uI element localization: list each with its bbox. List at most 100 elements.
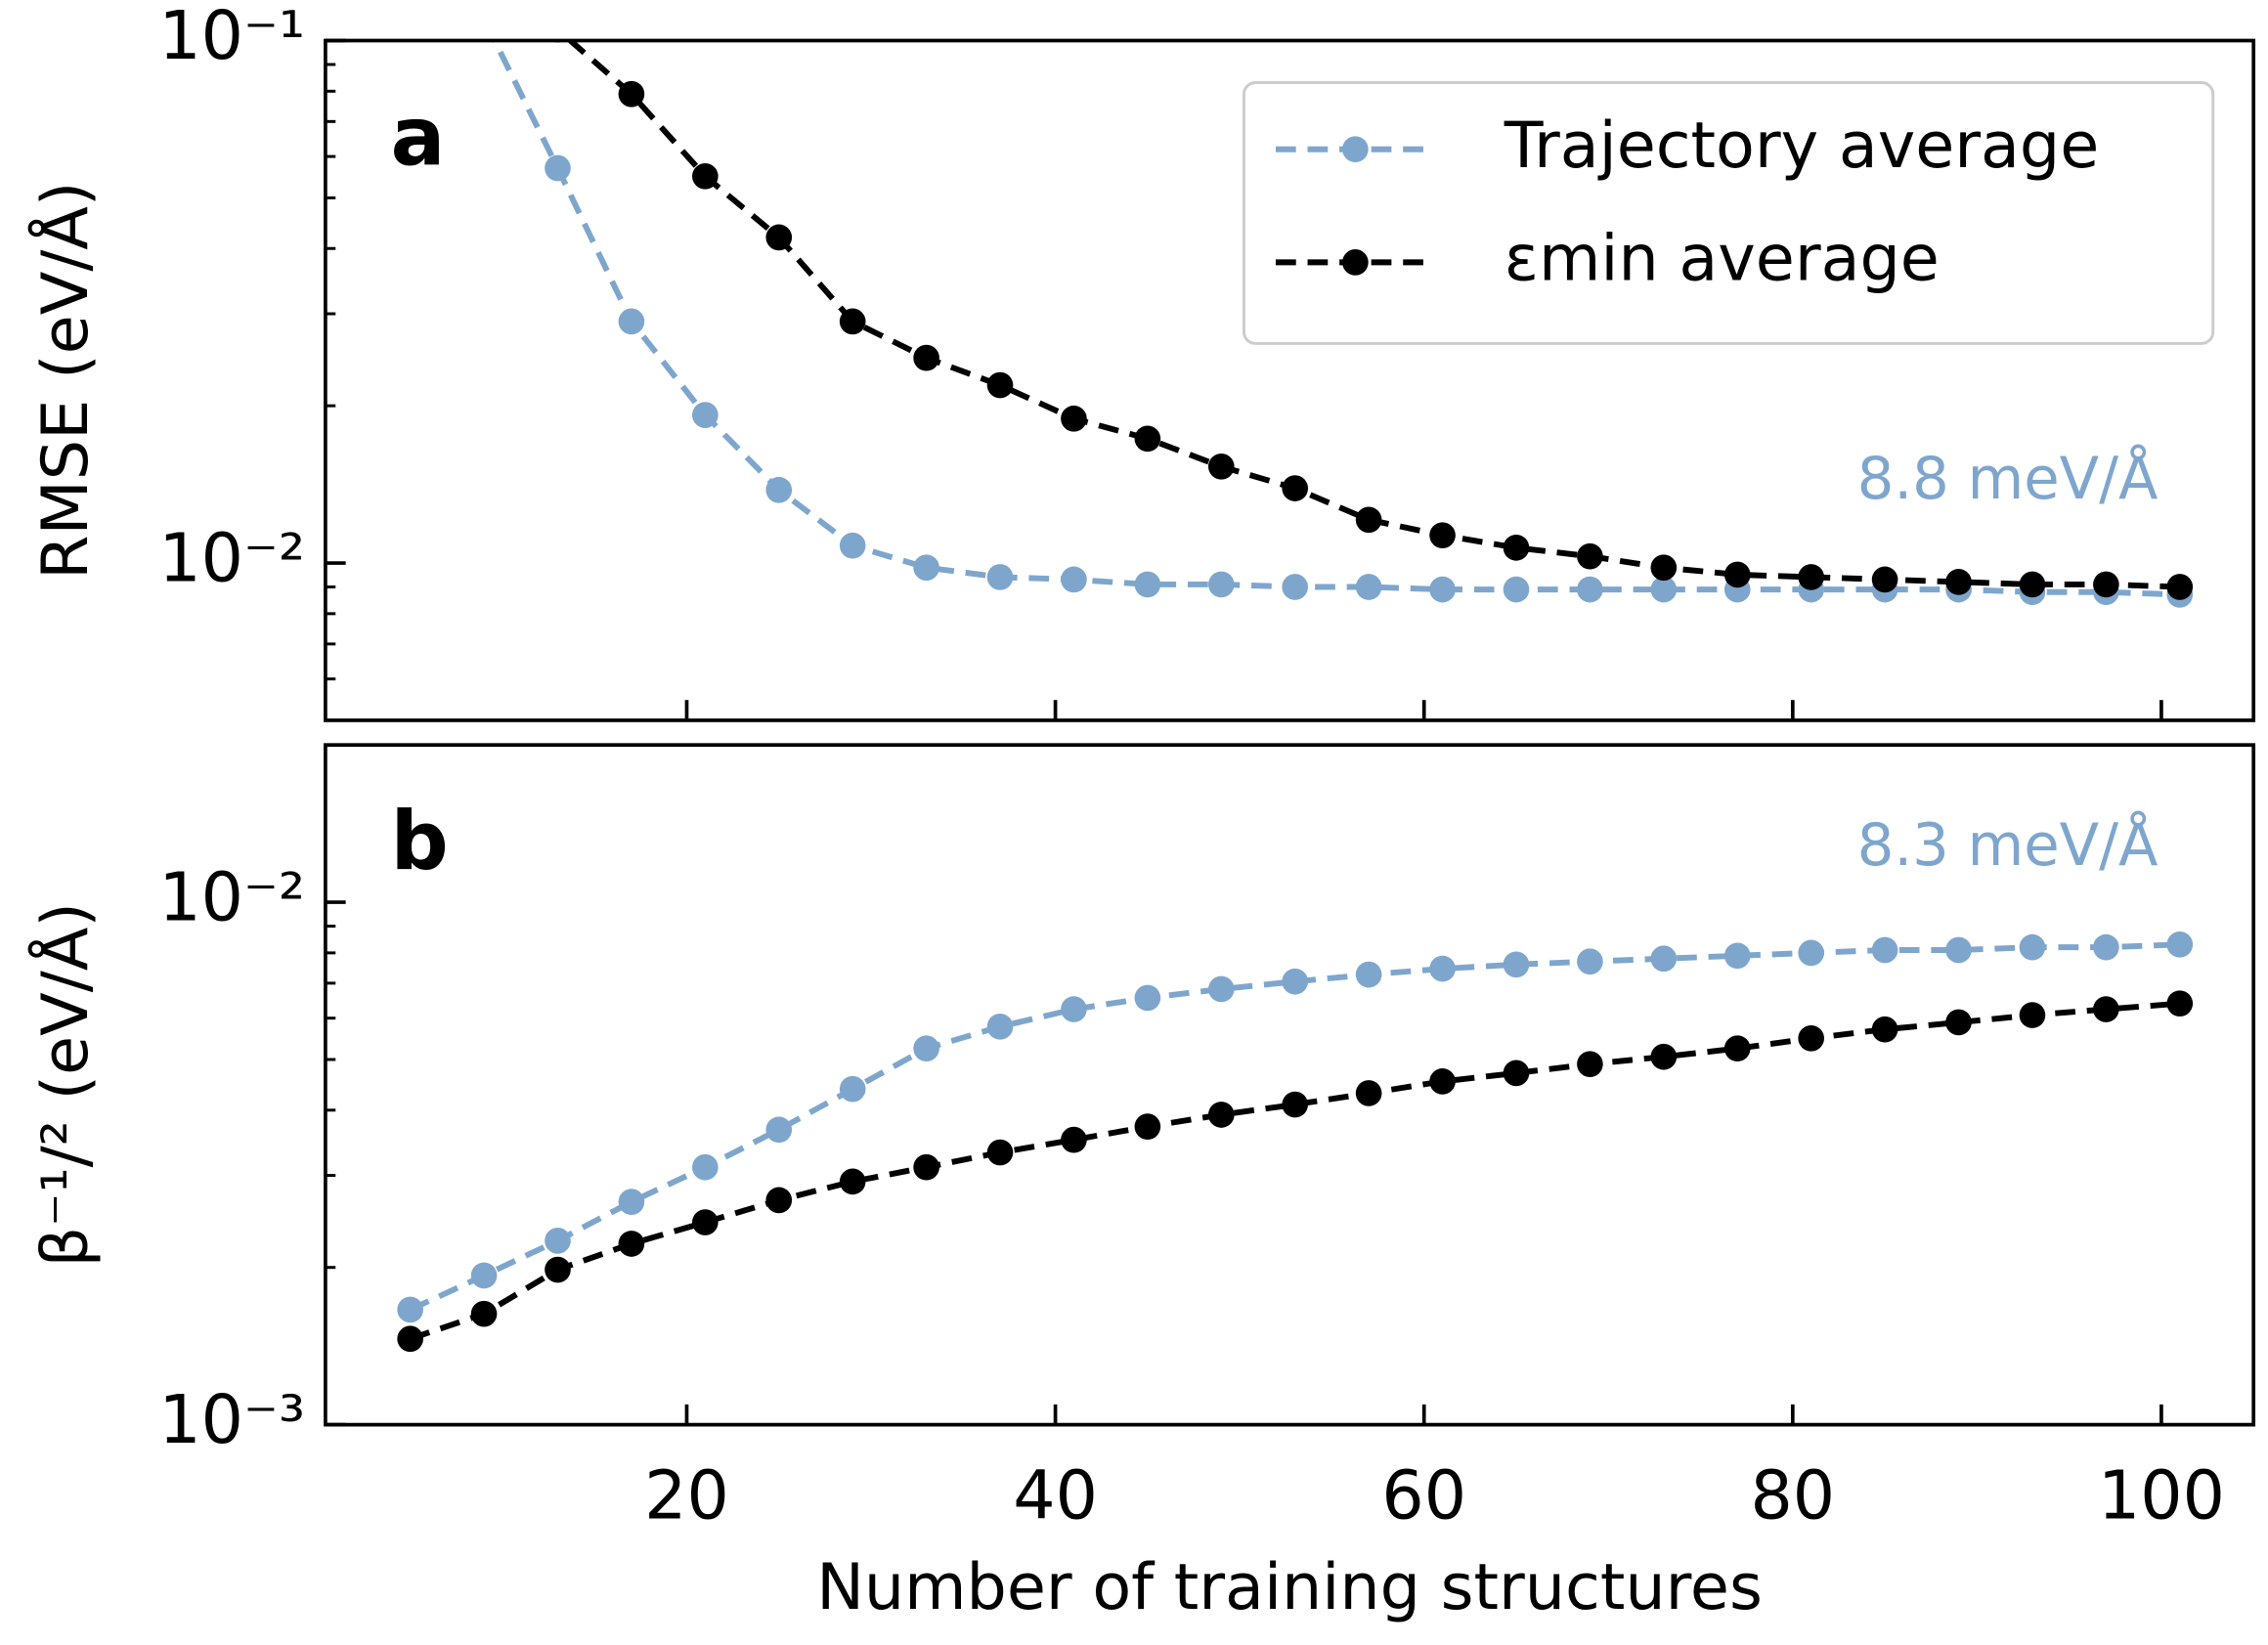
x-axis-label: Number of training structures — [816, 1551, 1763, 1624]
series-marker — [2093, 996, 2119, 1022]
series-marker — [1650, 554, 1678, 582]
series-marker — [1871, 936, 1898, 964]
series-marker — [986, 564, 1014, 590]
series-marker — [2019, 933, 2046, 961]
series-marker — [545, 1256, 571, 1283]
series-marker — [1061, 566, 1087, 593]
series-line — [409, 941, 2180, 1313]
y-tick-label: 10⁻² — [158, 521, 305, 598]
legend-marker — [1342, 136, 1369, 163]
series-marker — [1282, 475, 1309, 501]
legend-box — [1242, 81, 2215, 345]
y-axis-label: β⁻¹/² (eV/Å) — [27, 902, 103, 1267]
series-marker — [1061, 405, 1087, 432]
series-marker — [765, 224, 793, 251]
legend-marker — [1342, 249, 1369, 276]
series-marker — [1945, 569, 1972, 595]
series-marker — [1723, 561, 1751, 588]
series-marker — [397, 1325, 423, 1353]
panel-label: b — [390, 794, 448, 888]
series-marker — [765, 476, 793, 503]
series-marker — [1134, 1113, 1161, 1140]
series-marker — [692, 402, 719, 428]
series-marker — [1503, 576, 1530, 603]
series-marker — [1503, 534, 1530, 561]
series-marker — [1282, 968, 1309, 995]
series-marker — [1061, 996, 1087, 1022]
legend-label: εmin average — [1505, 222, 1940, 295]
series-marker — [1650, 1043, 1678, 1070]
series-marker — [1429, 576, 1456, 603]
y-tick-label: 10⁻¹ — [158, 0, 305, 75]
x-tick-label: 40 — [1013, 1457, 1098, 1535]
series-marker — [1134, 425, 1161, 453]
series-marker — [1282, 574, 1309, 600]
series-marker — [397, 1296, 423, 1323]
series-marker — [692, 1153, 719, 1181]
series-marker — [2093, 933, 2119, 961]
annotation: 8.8 meV/Å — [1857, 445, 2159, 512]
series-marker — [1650, 576, 1678, 603]
series-marker — [2166, 574, 2194, 600]
series-marker — [1577, 576, 1603, 603]
series-marker — [986, 1139, 1014, 1166]
series-marker — [1355, 961, 1382, 988]
series-marker — [545, 154, 571, 182]
series-marker — [2093, 571, 2119, 598]
series-marker — [839, 1168, 866, 1195]
axes-frame — [324, 38, 2256, 722]
plot-area — [397, 931, 2194, 1353]
series-marker — [470, 1300, 498, 1327]
x-tick-label: 100 — [2098, 1457, 2225, 1535]
series-marker — [692, 162, 719, 190]
plot-area — [471, 6, 2194, 608]
series-marker — [1577, 948, 1603, 975]
series-marker — [913, 1153, 939, 1181]
series-marker — [1723, 942, 1751, 970]
x-tick-label: 60 — [1381, 1457, 1466, 1535]
series-marker — [1798, 564, 1824, 590]
series-marker — [1429, 955, 1456, 982]
series-marker — [692, 1209, 719, 1235]
series-marker — [1355, 574, 1382, 600]
series-marker — [913, 344, 939, 371]
series-marker — [618, 308, 645, 335]
series-marker — [839, 532, 866, 559]
series-marker — [1429, 522, 1456, 549]
series-marker — [1207, 571, 1235, 598]
y-tick-label: 10⁻² — [158, 860, 305, 937]
series-marker — [1207, 453, 1235, 480]
series-marker — [471, 6, 498, 32]
series-marker — [545, 1228, 571, 1254]
series-marker — [1503, 1060, 1530, 1087]
series-marker — [1355, 1080, 1382, 1106]
x-tick-label: 80 — [1751, 1457, 1836, 1535]
series-marker — [1798, 1024, 1824, 1052]
series-marker — [1134, 984, 1161, 1012]
series-marker — [1134, 571, 1161, 598]
series-marker — [1871, 1016, 1898, 1043]
series-marker — [1945, 1009, 1972, 1036]
series-marker — [2019, 571, 2046, 598]
series-marker — [2166, 931, 2194, 958]
series-marker — [470, 1262, 498, 1289]
series-marker — [913, 1035, 939, 1062]
series-marker — [1871, 566, 1898, 593]
series-marker — [1061, 1126, 1087, 1153]
axes-frame — [324, 743, 2256, 1427]
y-axis-label: RMSE (eV/Å) — [27, 182, 103, 580]
series-marker — [618, 1189, 645, 1215]
series-marker — [913, 554, 939, 582]
series-marker — [1650, 945, 1678, 973]
series-marker — [618, 80, 645, 108]
series-marker — [1282, 1091, 1309, 1118]
series-marker — [1577, 542, 1603, 570]
series-marker — [1798, 939, 1824, 967]
panel-label: a — [390, 89, 445, 184]
series-marker — [1503, 951, 1530, 978]
series-marker — [1429, 1068, 1456, 1095]
series-marker — [1577, 1051, 1603, 1078]
series-marker — [1207, 975, 1235, 1003]
series-marker — [986, 371, 1014, 399]
legend-label: Trajectory average — [1504, 109, 2099, 183]
